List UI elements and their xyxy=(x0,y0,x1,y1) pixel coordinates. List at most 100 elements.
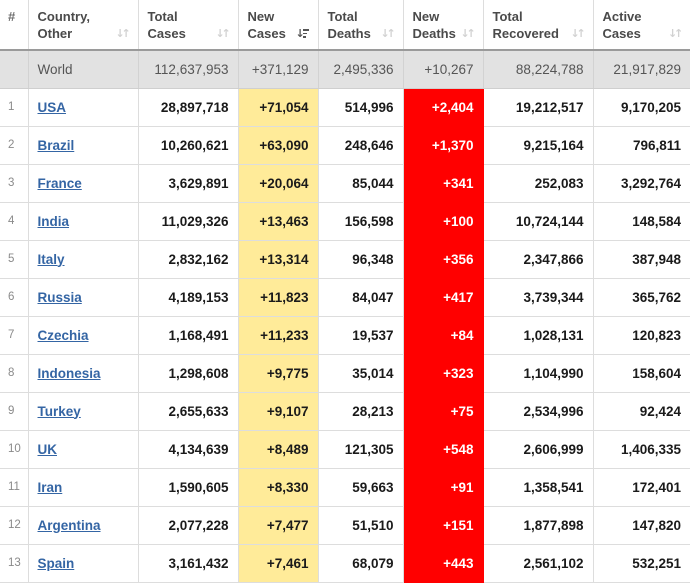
sort-both-icon[interactable]: ↓ ↑ xyxy=(460,27,476,40)
row-total-deaths: 35,014 xyxy=(318,354,404,393)
row-total-cases: 2,655,633 xyxy=(138,392,239,431)
country-link[interactable]: France xyxy=(37,175,82,191)
row-total-recovered: 2,606,999 xyxy=(483,430,594,469)
row-country: Argentina xyxy=(28,506,139,545)
sort-both-icon[interactable]: ↓ ↑ xyxy=(215,27,231,40)
row-active-cases: 365,762 xyxy=(593,278,690,317)
country-link[interactable]: Russia xyxy=(37,289,82,305)
row-country: Turkey xyxy=(28,392,139,431)
row-total-recovered: 19,212,517 xyxy=(483,88,594,127)
row-new-cases: +8,330 xyxy=(238,468,319,507)
row-country: UK xyxy=(28,430,139,469)
row-active-cases: 158,604 xyxy=(593,354,690,393)
table-body: World 112,637,953 +371,129 2,495,336 +10… xyxy=(0,50,690,583)
column-header-new-deaths-line1: New xyxy=(412,9,440,24)
country-link[interactable]: Brazil xyxy=(37,137,75,153)
country-link[interactable]: Argentina xyxy=(37,517,101,533)
column-header-active-cases-line1: Active xyxy=(602,9,642,24)
sort-both-icon[interactable]: ↓ ↑ xyxy=(570,27,586,40)
row-new-cases: +9,107 xyxy=(238,392,319,431)
summary-rank xyxy=(0,50,29,89)
column-header-total-cases[interactable]: Total Cases ↓ ↑ xyxy=(138,0,239,51)
row-active-cases: 92,424 xyxy=(593,392,690,431)
row-new-deaths: +548 xyxy=(403,430,484,469)
column-header-rank-label: # xyxy=(8,9,16,24)
country-link[interactable]: Turkey xyxy=(37,403,81,419)
row-rank: 7 xyxy=(0,316,29,355)
country-link[interactable]: USA xyxy=(37,99,67,115)
country-link[interactable]: India xyxy=(37,213,70,229)
table-row: 6 Russia 4,189,153 +11,823 84,047 +417 3,739,3… xyxy=(0,278,690,317)
row-total-cases: 11,029,326 xyxy=(138,202,239,241)
column-header-active-cases[interactable]: Active Cases ↓ ↑ xyxy=(593,0,690,51)
row-new-cases: +7,461 xyxy=(238,544,319,583)
row-rank: 11 xyxy=(0,468,29,507)
row-rank: 6 xyxy=(0,278,29,317)
row-total-recovered: 3,739,344 xyxy=(483,278,594,317)
row-new-deaths: +341 xyxy=(403,164,484,203)
column-header-country[interactable]: Country, Other ↓ ↑ xyxy=(28,0,139,51)
summary-total-deaths: 2,495,336 xyxy=(318,50,404,89)
row-total-cases: 28,897,718 xyxy=(138,88,239,127)
row-country: France xyxy=(28,164,139,203)
row-total-recovered: 1,877,898 xyxy=(483,506,594,545)
row-total-cases: 3,161,432 xyxy=(138,544,239,583)
row-rank: 2 xyxy=(0,126,29,165)
row-new-cases: +11,823 xyxy=(238,278,319,317)
summary-active-cases: 21,917,829 xyxy=(593,50,690,89)
row-new-deaths: +356 xyxy=(403,240,484,279)
row-total-deaths: 68,079 xyxy=(318,544,404,583)
table-row: 7 Czechia 1,168,491 +11,233 19,537 +84 1,028,1… xyxy=(0,316,690,355)
row-total-recovered: 2,347,866 xyxy=(483,240,594,279)
row-new-cases: +7,477 xyxy=(238,506,319,545)
table-row: 1 USA 28,897,718 +71,054 514,996 +2,404 19,212… xyxy=(0,88,690,127)
row-new-cases: +63,090 xyxy=(238,126,319,165)
table-row: 11 Iran 1,590,605 +8,330 59,663 +91 1,358,541 1… xyxy=(0,468,690,507)
row-total-deaths: 248,646 xyxy=(318,126,404,165)
row-new-deaths: +151 xyxy=(403,506,484,545)
row-country: Brazil xyxy=(28,126,139,165)
row-new-deaths: +84 xyxy=(403,316,484,355)
row-new-cases: +71,054 xyxy=(238,88,319,127)
row-total-deaths: 96,348 xyxy=(318,240,404,279)
row-new-cases: +13,463 xyxy=(238,202,319,241)
row-total-recovered: 252,083 xyxy=(483,164,594,203)
row-new-deaths: +91 xyxy=(403,468,484,507)
country-link[interactable]: UK xyxy=(37,441,58,457)
row-total-recovered: 9,215,164 xyxy=(483,126,594,165)
column-header-country-line1: Country, xyxy=(37,9,90,24)
row-total-recovered: 2,534,996 xyxy=(483,392,594,431)
column-header-total-deaths[interactable]: Total Deaths ↓ ↑ xyxy=(318,0,404,51)
column-header-new-cases-line1: New xyxy=(247,9,275,24)
sort-both-icon[interactable]: ↓ ↑ xyxy=(380,27,396,40)
column-header-rank[interactable]: # xyxy=(0,0,29,51)
row-new-cases: +13,314 xyxy=(238,240,319,279)
column-header-new-deaths[interactable]: New Deaths ↓ ↑ xyxy=(403,0,484,51)
column-header-total-cases-line1: Total xyxy=(147,9,178,24)
table-row: 4 India 11,029,326 +13,463 156,598 +100 10,724… xyxy=(0,202,690,241)
column-header-active-cases-line2: Cases xyxy=(602,26,641,41)
row-active-cases: 796,811 xyxy=(593,126,690,165)
row-total-cases: 4,189,153 xyxy=(138,278,239,317)
column-header-new-cases[interactable]: New Cases ↓ xyxy=(238,0,319,51)
country-link[interactable]: Spain xyxy=(37,555,75,571)
column-header-new-cases-line2: Cases xyxy=(247,26,286,41)
country-link[interactable]: Italy xyxy=(37,251,65,267)
country-link[interactable]: Indonesia xyxy=(37,365,101,381)
sort-both-icon[interactable]: ↓ ↑ xyxy=(115,27,131,40)
country-link[interactable]: Czechia xyxy=(37,327,89,343)
column-header-total-recovered[interactable]: Total Recovered ↓ ↑ xyxy=(483,0,594,51)
row-active-cases: 532,251 xyxy=(593,544,690,583)
row-active-cases: 172,401 xyxy=(593,468,690,507)
sort-both-icon[interactable]: ↓ ↑ xyxy=(668,27,684,40)
column-header-total-deaths-line1: Total xyxy=(327,9,358,24)
row-new-deaths: +2,404 xyxy=(403,88,484,127)
sort-descending-icon[interactable]: ↓ xyxy=(296,28,309,41)
country-link[interactable]: Iran xyxy=(37,479,63,495)
row-rank: 1 xyxy=(0,88,29,127)
row-total-recovered: 10,724,144 xyxy=(483,202,594,241)
row-active-cases: 9,170,205 xyxy=(593,88,690,127)
row-total-cases: 4,134,639 xyxy=(138,430,239,469)
row-total-recovered: 2,561,102 xyxy=(483,544,594,583)
row-active-cases: 120,823 xyxy=(593,316,690,355)
